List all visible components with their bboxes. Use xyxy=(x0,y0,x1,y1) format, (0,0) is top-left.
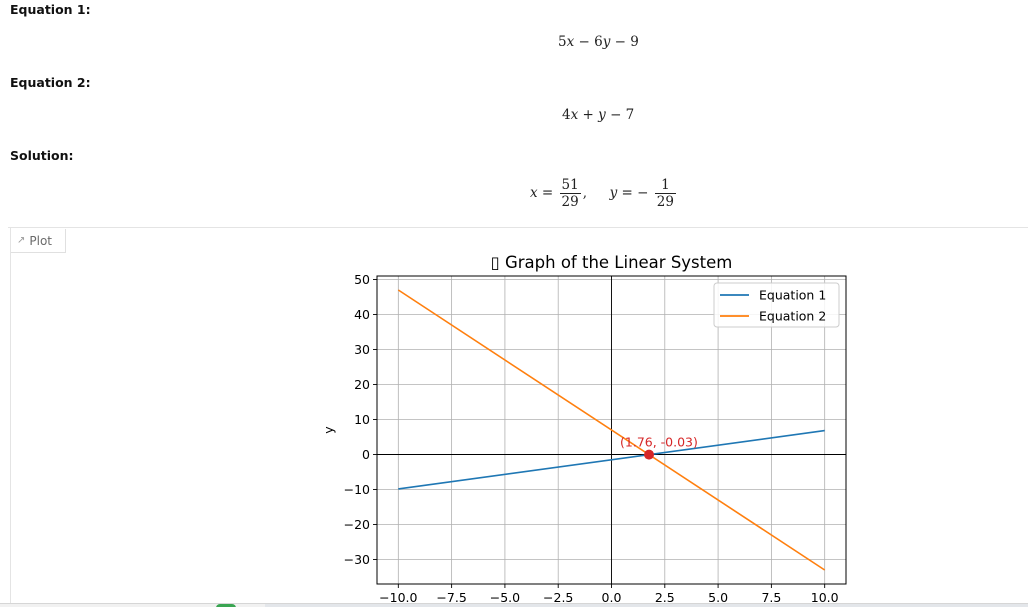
plot-panel xyxy=(10,228,1028,607)
x-tick-label: 5.0 xyxy=(708,590,728,605)
y-tick-label: 40 xyxy=(354,307,370,322)
y-fraction: 1 29 xyxy=(654,177,676,210)
x-tick-label: −5.0 xyxy=(490,590,520,605)
plot-tab[interactable]: ↗ Plot xyxy=(11,229,66,253)
intersection-label: (1.76, -0.03) xyxy=(620,435,698,450)
x-fraction: 51 29 xyxy=(559,177,581,210)
y-tick-label: 10 xyxy=(354,412,370,427)
x-tick-label: −7.5 xyxy=(436,590,466,605)
section-divider xyxy=(8,227,1028,228)
y-tick-label: −10 xyxy=(344,482,370,497)
y-tick-label: 30 xyxy=(354,342,370,357)
bottom-scrollbar[interactable] xyxy=(0,603,1028,607)
x-tick-label: −2.5 xyxy=(543,590,573,605)
chart-icon: ↗ xyxy=(17,235,26,246)
y-tick-label: 20 xyxy=(354,377,370,392)
equation-2-label: Equation 2: xyxy=(10,75,91,90)
equation-1-label: Equation 1: xyxy=(10,2,91,17)
scrollbar-track xyxy=(265,604,1028,607)
legend-label-2: Equation 2 xyxy=(759,309,826,324)
y-tick-label: 50 xyxy=(354,272,370,287)
legend: Equation 1 Equation 2 xyxy=(713,282,840,328)
equation-2-formula: 4x + y − 7 xyxy=(562,107,635,123)
solution-label: Solution: xyxy=(10,148,74,163)
x-tick-label: 10.0 xyxy=(811,590,839,605)
intersection-point xyxy=(644,449,655,460)
y-tick-label: −20 xyxy=(344,517,370,532)
series-line-1 xyxy=(398,429,825,490)
y-tick-label: 0 xyxy=(362,447,370,462)
chart-title: ▯ Graph of the Linear System xyxy=(491,253,733,272)
x-tick-label: 2.5 xyxy=(655,590,675,605)
status-indicator xyxy=(216,604,236,607)
y-tick-label: −30 xyxy=(344,552,370,567)
series-group xyxy=(397,289,826,571)
y-axis-label: y xyxy=(321,426,336,434)
x-tick-label: 7.5 xyxy=(761,590,781,605)
plot-tab-label: Plot xyxy=(29,233,53,248)
x-tick-label: −10.0 xyxy=(379,590,417,605)
equation-1-formula: 5x − 6y − 9 xyxy=(558,34,639,50)
solution-formula: x = 51 29 , y = − 1 29 xyxy=(530,177,676,210)
x-tick-label: 0.0 xyxy=(602,590,622,605)
legend-label-1: Equation 1 xyxy=(759,288,826,303)
series-line-2 xyxy=(397,289,826,571)
